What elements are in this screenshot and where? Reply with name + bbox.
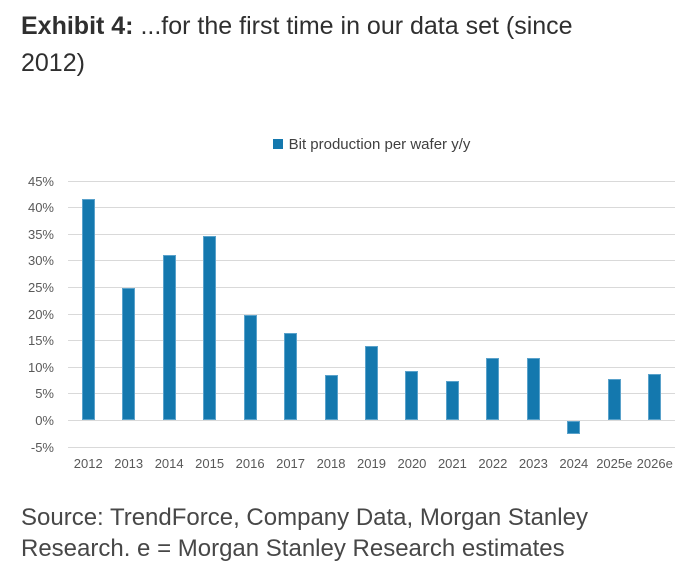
- gridline: [68, 287, 675, 288]
- y-axis-tick-label: 20%: [27, 306, 54, 322]
- x-axis-tick-label: 2018: [316, 456, 346, 471]
- x-axis-tick-label: 2016: [235, 456, 265, 471]
- x-axis-tick-label: 2024: [559, 456, 589, 471]
- x-axis-tick-label: 2012: [73, 456, 103, 471]
- bar-2018: [324, 375, 338, 420]
- y-axis-tick-label: 15%: [27, 333, 54, 349]
- gridline: [68, 313, 675, 315]
- gridline: [68, 340, 675, 342]
- bar-2025e: [607, 378, 621, 420]
- bar-2013: [122, 287, 136, 420]
- gridline: [68, 207, 675, 209]
- bar-2021: [445, 380, 459, 420]
- bar-2012: [81, 199, 95, 420]
- source-note: Source: TrendForce, Company Data, Morgan…: [21, 502, 686, 564]
- exhibit-title-prefix: Exhibit 4:: [21, 12, 134, 40]
- y-axis-tick-label: 0%: [35, 413, 54, 428]
- y-axis-tick-label: 35%: [27, 226, 54, 242]
- source-note-line2: Research. e = Morgan Stanley Research es…: [21, 535, 565, 562]
- x-axis-tick-label: 2014: [154, 456, 184, 471]
- bar-2015: [203, 235, 217, 420]
- legend-color-swatch: [272, 139, 283, 149]
- bar-2024: [567, 421, 581, 435]
- x-axis-tick-label: 2021: [437, 456, 467, 471]
- x-axis-tick-label: 2020: [397, 456, 427, 471]
- bar-2016: [243, 315, 257, 420]
- chart-legend: Bit production per wafer y/y: [68, 135, 675, 153]
- x-axis-tick-label: 2023: [518, 456, 548, 471]
- x-axis-tick-label: 2015: [195, 456, 225, 471]
- gridline: [68, 420, 675, 421]
- gridline: [68, 260, 675, 262]
- source-note-line1: Source: TrendForce, Company Data, Morgan…: [21, 504, 588, 531]
- exhibit-title-text-line1: ...for the first time in our data set (s…: [140, 12, 573, 40]
- y-axis-tick-label: 10%: [27, 359, 54, 375]
- exhibit-title: Exhibit 4: ...for the first time in our …: [21, 8, 693, 82]
- x-axis-tick-label: 2013: [114, 456, 144, 471]
- bar-2019: [365, 346, 378, 420]
- x-axis-tick-label: 2022: [478, 456, 508, 471]
- gridline: [68, 180, 675, 182]
- y-axis-tick-label: 30%: [27, 253, 54, 269]
- bar-2022: [486, 358, 500, 420]
- bar-2023: [526, 357, 540, 420]
- gridline: [68, 233, 675, 235]
- x-axis-tick-label: 2025e: [596, 456, 633, 471]
- bar-2014: [162, 255, 176, 420]
- bar-2020: [405, 371, 419, 420]
- bar-2026e: [648, 373, 662, 420]
- y-axis-tick-label: 45%: [27, 173, 54, 189]
- exhibit-title-text-line2: 2012): [21, 49, 85, 77]
- legend-label: Bit production per wafer y/y: [288, 135, 471, 153]
- y-axis-tick-label: 5%: [35, 386, 54, 402]
- bar-2017: [284, 333, 298, 420]
- x-axis-tick-label: 2017: [276, 456, 306, 471]
- x-axis-tick-label: 2026e: [636, 456, 673, 471]
- y-axis-tick-label: 25%: [27, 280, 54, 295]
- x-axis-tick-label: 2019: [357, 456, 386, 471]
- gridline: [68, 446, 675, 448]
- y-axis-tick-label: -5%: [30, 439, 54, 455]
- y-axis-tick-label: 40%: [27, 200, 54, 216]
